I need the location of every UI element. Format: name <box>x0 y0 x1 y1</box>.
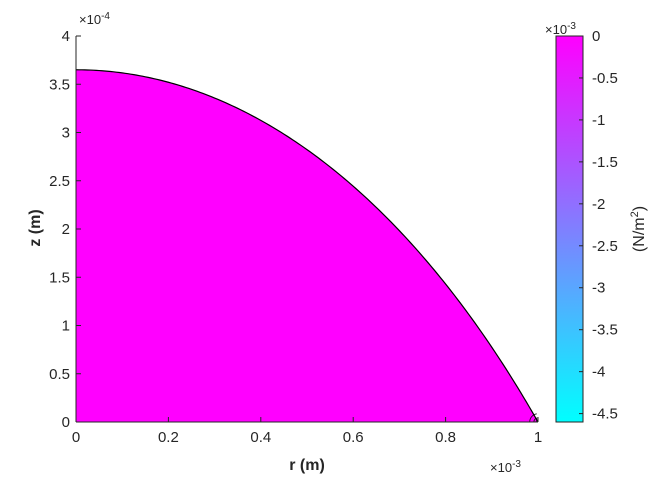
colorbar-tick-label: -3 <box>592 280 605 297</box>
x-tick-label: 0.4 <box>250 429 271 446</box>
drop-fill-region <box>76 69 538 422</box>
colorbar-ticks: 0 -0.5 -1 -1.5 -2 -2.5 -3 -3.5 -4 -4.5 <box>579 28 618 423</box>
colorbar-exponent-power: -3 <box>567 21 576 32</box>
y-tick-label: 2.5 <box>49 173 70 190</box>
colorbar-label-suffix: ) <box>631 206 648 211</box>
y-tick-label: 1.5 <box>49 269 70 286</box>
colorbar-label-main: (N/m <box>631 217 648 252</box>
y-tick-label: 2 <box>62 221 70 238</box>
x-exponent-power: -3 <box>512 459 521 470</box>
x-exponent-base: ×10 <box>490 460 512 475</box>
colorbar-tick-label: -4.5 <box>592 406 618 423</box>
colorbar-tick-label: -0.5 <box>592 70 618 87</box>
colorbar-exponent-label: ×10-3 <box>545 21 576 37</box>
y-exponent-label: ×10-4 <box>79 11 110 27</box>
colorbar-tick-label: -2 <box>592 196 605 213</box>
colorbar-label: (N/m2) <box>629 206 648 252</box>
y-tick-label: 3 <box>62 125 70 142</box>
x-axis-label: r (m) <box>289 457 325 474</box>
y-exponent-power: -4 <box>101 11 110 22</box>
y-tick-label: 4 <box>62 28 70 45</box>
x-tick-label: 0.8 <box>435 429 456 446</box>
colorbar-exponent-base: ×10 <box>545 22 567 37</box>
drop-boundary-line <box>75 69 539 423</box>
x-tick-label: 0.2 <box>158 429 179 446</box>
colorbar-gradient <box>555 35 584 423</box>
y-axis-ticks: 0 0.5 1 1.5 2 2.5 3 3.5 4 <box>49 28 81 431</box>
x-axis-ticks: 0 0.2 0.4 0.6 0.8 1 <box>72 417 542 446</box>
colorbar-tick-label: -1 <box>592 112 605 129</box>
colorbar-tick-label: -4 <box>592 364 605 381</box>
x-tick-label: 1 <box>534 429 542 446</box>
y-tick-label: 0.5 <box>49 366 70 383</box>
colorbar-label-superscript: 2 <box>629 211 641 217</box>
y-tick-label: 0 <box>62 414 70 431</box>
colorbar-tick-label: -3.5 <box>592 322 618 339</box>
colorbar-tick-label: -2.5 <box>592 238 618 255</box>
plot-area: 0 0.2 0.4 0.6 0.8 1 00.511.522.533.54 ×10-4 ×… <box>27 11 542 475</box>
colorbar-tick-label: 0 <box>592 28 600 45</box>
y-tick-label: 1 <box>62 318 70 335</box>
colorbar-tick-label: -1.5 <box>592 154 618 171</box>
x-tick-label: 0 <box>72 429 80 446</box>
x-exponent-label: ×10-3 <box>490 459 521 475</box>
colorbar: 0-0.5-1-1.5-2-2.5-3-3.5-4-4.5 ×10-3 (N/m… <box>545 21 648 423</box>
x-tick-label: 0.6 <box>343 429 364 446</box>
y-axis-label: z (m) <box>27 209 44 246</box>
y-tick-label: 3.5 <box>49 76 70 93</box>
y-exponent-base: ×10 <box>79 12 101 27</box>
